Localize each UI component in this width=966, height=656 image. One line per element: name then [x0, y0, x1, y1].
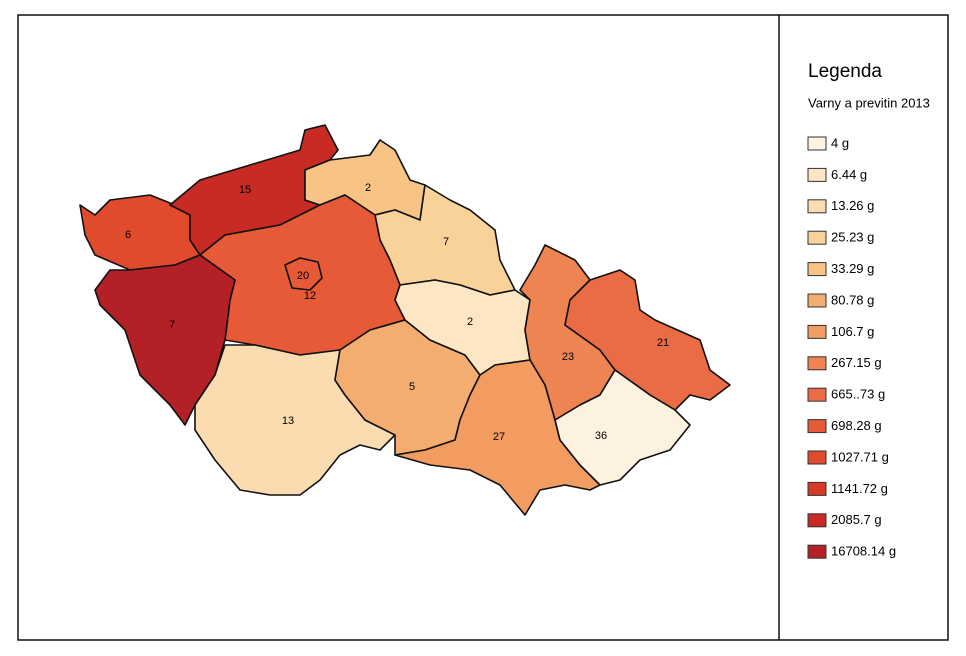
- region: [394, 359, 601, 516]
- region-label: 21: [657, 337, 669, 349]
- legend-label: 106.7 g: [831, 324, 874, 339]
- legend-swatch: [807, 544, 827, 559]
- legend-swatch: [807, 356, 827, 371]
- legend-subtitle: Varny a previtin 2013: [808, 95, 930, 110]
- region-label: 12: [304, 290, 316, 302]
- region-label: 2: [467, 316, 473, 328]
- legend-label: 2085.7 g: [831, 512, 882, 527]
- region-label: 5: [409, 381, 415, 393]
- legend-label: 267.15 g: [831, 355, 882, 370]
- region-label: 6: [125, 229, 131, 241]
- legend-swatch: [807, 230, 827, 245]
- legend-label: 665..73 g: [831, 387, 885, 402]
- region-label: 7: [443, 236, 449, 248]
- legend-label: 13.26 g: [831, 198, 874, 213]
- legend-label: 25.23 g: [831, 230, 874, 245]
- region-label: 36: [595, 430, 607, 442]
- legend-swatch: [807, 136, 827, 151]
- legend-swatch: [807, 167, 827, 182]
- legend-label: 1141.72 g: [831, 481, 888, 496]
- region-label: 15: [239, 184, 251, 196]
- legend-swatch: [807, 481, 827, 496]
- legend-label: 698.28 g: [831, 418, 882, 433]
- legend-label: 33.29 g: [831, 261, 874, 276]
- legend-swatch: [807, 293, 827, 308]
- region: [284, 257, 323, 291]
- region-label: 20: [297, 270, 309, 282]
- region: [554, 369, 691, 486]
- region-label: 23: [562, 351, 574, 363]
- region-label: 7: [169, 319, 175, 331]
- region-label: 27: [493, 431, 505, 443]
- legend-label: 1027.71 g: [831, 449, 889, 464]
- region-labels: 6 15 2 7 12 20 7 13 5 2 23 21 27 36: [125, 182, 669, 443]
- region-label: 13: [282, 415, 294, 427]
- frame: [17, 14, 949, 641]
- legend-label: 6.44 g: [831, 167, 867, 182]
- legend-swatch: [807, 513, 827, 528]
- legend-label: 80.78 g: [831, 292, 874, 307]
- region-label: 2: [365, 182, 371, 194]
- legend-swatch: [807, 324, 827, 339]
- legend-swatch: [807, 262, 827, 277]
- map: [79, 124, 731, 516]
- legend-label: 4 g: [831, 135, 849, 150]
- legend-swatch: [807, 387, 827, 402]
- legend-swatch: [807, 419, 827, 434]
- legend: Legenda Varny a previtin 2013 4 g 6.44 g 1…: [807, 61, 930, 559]
- legend-label: 16708.14 g: [831, 544, 896, 559]
- legend-title: Legenda: [808, 61, 882, 82]
- legend-swatch: [807, 199, 827, 214]
- region: [564, 269, 731, 411]
- legend-swatch: [807, 450, 827, 465]
